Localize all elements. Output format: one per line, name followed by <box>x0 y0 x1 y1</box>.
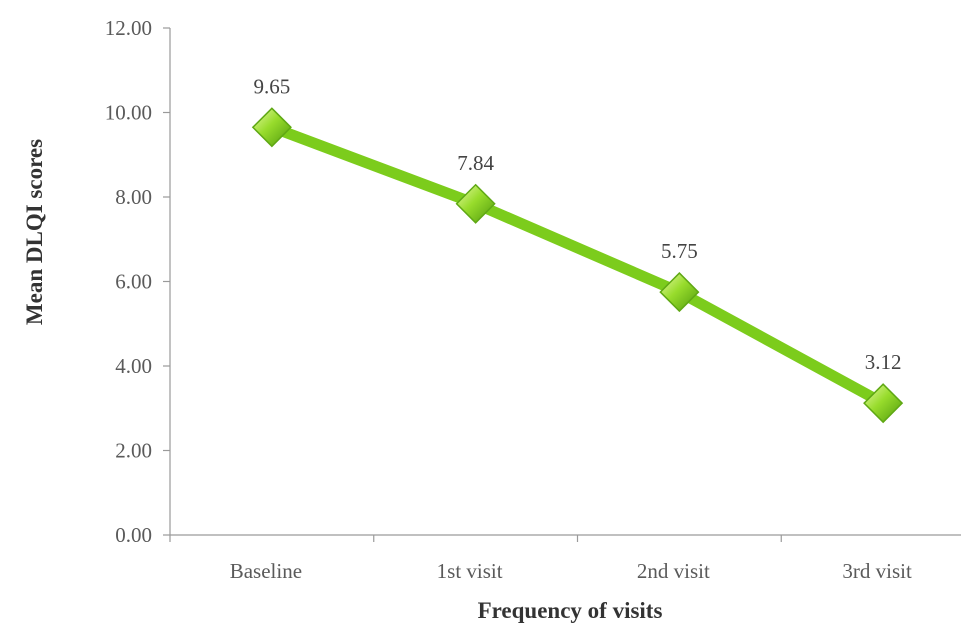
x-tick-label: 2nd visit <box>637 559 710 583</box>
x-axis-ticks: Baseline 1st visit 2nd visit 3rd visit <box>169 535 912 583</box>
series-line <box>266 121 889 409</box>
y-axis-title: Mean DLQI scores <box>22 139 47 325</box>
data-point-marker <box>659 272 700 313</box>
data-point-marker <box>455 183 496 224</box>
y-axis-ticks: 0.00 2.00 4.00 6.00 8.00 10.00 12.00 <box>105 16 170 547</box>
data-label: 9.65 <box>254 74 291 98</box>
y-tick-label: 0.00 <box>115 523 152 547</box>
data-point-marker <box>251 107 292 148</box>
data-label: 7.84 <box>457 151 494 175</box>
y-tick-label: 2.00 <box>115 439 152 463</box>
data-labels: 9.65 7.84 5.75 3.12 <box>254 74 902 374</box>
data-label: 5.75 <box>661 239 698 263</box>
y-tick-label: 6.00 <box>115 270 152 294</box>
y-tick-label: 10.00 <box>105 101 152 125</box>
y-tick-label: 12.00 <box>105 16 152 40</box>
x-tick-label: 1st visit <box>437 559 503 583</box>
x-tick-label: Baseline <box>230 559 302 583</box>
series-group <box>251 107 904 424</box>
data-point-marker <box>863 383 904 424</box>
y-tick-label: 8.00 <box>115 185 152 209</box>
y-tick-label: 4.00 <box>115 354 152 378</box>
data-label: 3.12 <box>865 350 902 374</box>
x-tick-label: 3rd visit <box>842 559 912 583</box>
x-axis-title: Frequency of visits <box>478 598 663 623</box>
